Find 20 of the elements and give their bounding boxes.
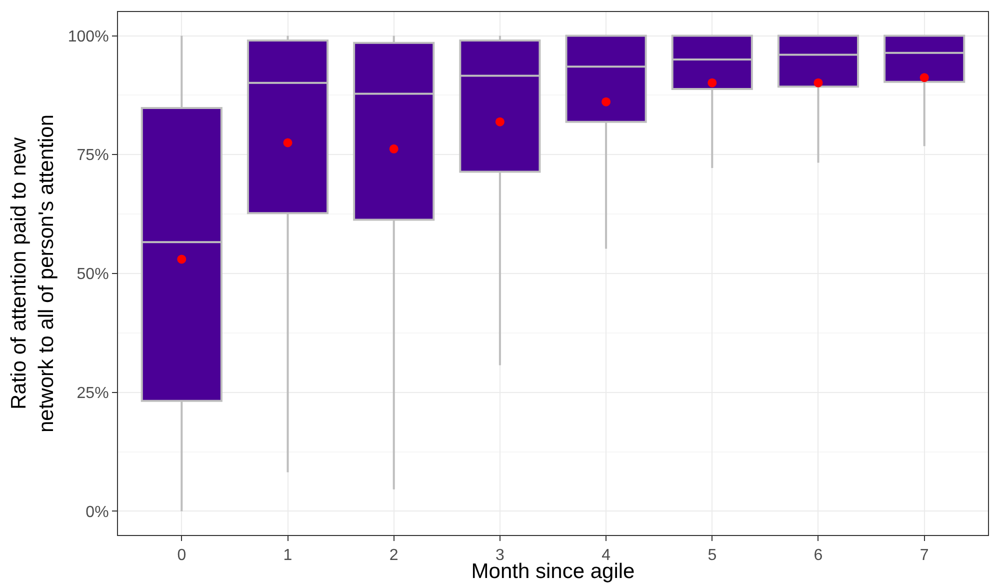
point xyxy=(602,97,611,106)
x-tick-label: 5 xyxy=(708,547,717,564)
point xyxy=(495,117,504,126)
point xyxy=(814,78,823,88)
x-tick-label: 2 xyxy=(389,547,398,564)
y-axis-title: Ratio of attention paid to new network to all of person's attention xyxy=(8,114,58,433)
point xyxy=(389,144,398,154)
y-tick-label: 50% xyxy=(76,266,109,284)
x-tick-label: 7 xyxy=(920,547,929,564)
y-tick-label: 100% xyxy=(68,28,109,46)
y-tick-label: 75% xyxy=(76,147,109,164)
y-tick-label: 0% xyxy=(86,504,109,521)
x-tick-label: 1 xyxy=(283,547,292,564)
x-tick-label: 0 xyxy=(177,547,186,564)
y-tick-label: 25% xyxy=(76,384,109,402)
x-tick-label: 6 xyxy=(814,547,823,564)
point xyxy=(708,78,717,88)
point xyxy=(283,138,292,148)
point xyxy=(177,254,186,264)
point xyxy=(920,73,929,82)
